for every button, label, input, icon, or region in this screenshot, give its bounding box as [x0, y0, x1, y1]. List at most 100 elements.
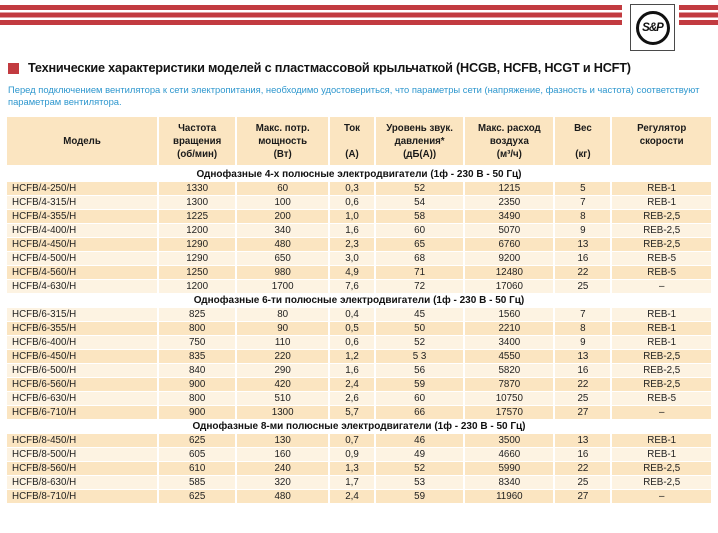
table-row: HCFB/4-250/H 1330 60 0,3 52 1215 5 REB-1 — [7, 182, 711, 196]
cell-current: 2,4 — [330, 378, 376, 392]
column-header-line: (кг) — [575, 149, 591, 160]
column-header-airflow: Макс. расход воздуха (м³/ч) — [465, 117, 556, 168]
cell-noise: 45 — [375, 308, 466, 322]
cell-power: 510 — [237, 392, 331, 406]
cell-airflow: 5990 — [465, 462, 556, 476]
cell-noise: 5 3 — [375, 350, 466, 364]
column-header-weight: Вес (кг) — [555, 117, 613, 168]
cell-regulator: REB-2,5 — [612, 364, 711, 378]
cell-noise: 72 — [375, 280, 466, 294]
cell-power: 90 — [237, 322, 331, 336]
cell-airflow: 10750 — [465, 392, 556, 406]
cell-regulator: – — [612, 406, 711, 420]
cell-rpm: 625 — [159, 490, 238, 504]
section-title-3: Однофазные 8-ми полюсные электродвигател… — [7, 420, 711, 434]
column-header-line: Уровень звук. — [386, 123, 453, 134]
cell-power: 1700 — [237, 280, 331, 294]
cell-rpm: 800 — [159, 392, 238, 406]
cell-rpm: 1290 — [159, 252, 238, 266]
cell-noise: 53 — [375, 476, 466, 490]
column-header-line: скорости — [639, 136, 684, 147]
cell-power: 160 — [237, 448, 331, 462]
cell-rpm: 825 — [159, 308, 238, 322]
table-row: HCFB/6-710/H 900 1300 5,7 66 17570 27– — [7, 406, 711, 420]
cell-regulator: REB-1 — [612, 196, 711, 210]
cell-regulator: REB-1 — [612, 434, 711, 448]
intro-note: Перед подключением вентилятора к сети эл… — [8, 84, 700, 107]
cell-noise: 60 — [375, 224, 466, 238]
cell-current: 1,7 — [330, 476, 376, 490]
cell-power: 480 — [237, 238, 331, 252]
cell-weight: 7 — [555, 196, 613, 210]
cell-regulator: REB-2,5 — [612, 476, 711, 490]
cell-regulator: REB-1 — [612, 182, 711, 196]
column-header-line: (дБ(А)) — [403, 149, 437, 160]
cell-model: HCFB/6-400/H — [7, 336, 160, 350]
cell-power: 240 — [237, 462, 331, 476]
brand-stripes-right — [679, 5, 718, 25]
cell-airflow: 11960 — [465, 490, 556, 504]
cell-airflow: 1560 — [465, 308, 556, 322]
cell-weight: 16 — [555, 364, 613, 378]
cell-weight: 27 — [555, 490, 613, 504]
cell-noise: 54 — [375, 196, 466, 210]
table-row: HCFB/6-315/H 825 80 0,4 45 1560 7 REB-1 — [7, 308, 711, 322]
cell-noise: 46 — [375, 434, 466, 448]
column-header-line: Вес — [574, 123, 592, 134]
cell-regulator: REB-2,5 — [612, 350, 711, 364]
cell-current: 3,0 — [330, 252, 376, 266]
cell-power: 200 — [237, 210, 331, 224]
cell-weight: 7 — [555, 308, 613, 322]
table-row: HCFB/8-450/H 625 130 0,7 46 3500 13 REB-1 — [7, 434, 711, 448]
cell-power: 130 — [237, 434, 331, 448]
cell-model: HCFB/8-500/H — [7, 448, 160, 462]
cell-rpm: 1200 — [159, 280, 238, 294]
column-header-line: Ток — [343, 123, 361, 134]
cell-power: 290 — [237, 364, 331, 378]
cell-rpm: 1300 — [159, 196, 238, 210]
cell-current: 1,0 — [330, 210, 376, 224]
cell-rpm: 585 — [159, 476, 238, 490]
cell-power: 480 — [237, 490, 331, 504]
column-header-line — [331, 135, 373, 148]
table-header-row: Модель Частота вращения (об/мин) Макс. потр.… — [7, 117, 711, 168]
cell-weight: 25 — [555, 392, 613, 406]
cell-noise: 60 — [375, 392, 466, 406]
cell-current: 0,6 — [330, 196, 376, 210]
table-row: HCFB/4-450/H 1290 480 2,3 65 6760 13 REB-2,5 — [7, 238, 711, 252]
cell-power: 80 — [237, 308, 331, 322]
table-row: HCFB/4-400/H 1200 340 1,6 60 5070 9 REB-2,5 — [7, 224, 711, 238]
table-row: HCFB/4-630/H 1200 1700 7,6 72 17060 25– — [7, 280, 711, 294]
cell-model: HCFB/6-630/H — [7, 392, 160, 406]
table-row: HCFB/8-710/H 625 480 2,4 59 11960 27– — [7, 490, 711, 504]
cell-noise: 50 — [375, 322, 466, 336]
cell-model: HCFB/6-355/H — [7, 322, 160, 336]
column-header-line: (Вт) — [273, 149, 292, 160]
cell-rpm: 835 — [159, 350, 238, 364]
cell-airflow: 3500 — [465, 434, 556, 448]
cell-current: 5,7 — [330, 406, 376, 420]
cell-rpm: 1330 — [159, 182, 238, 196]
cell-rpm: 1250 — [159, 266, 238, 280]
cell-rpm: 750 — [159, 336, 238, 350]
cell-model: HCFB/6-560/H — [7, 378, 160, 392]
cell-current: 0,3 — [330, 182, 376, 196]
cell-airflow: 9200 — [465, 252, 556, 266]
cell-power: 650 — [237, 252, 331, 266]
column-header-line: Макс. потр. — [255, 123, 310, 134]
cell-noise: 49 — [375, 448, 466, 462]
section-title-2: Однофазные 6-ти полюсные электродвигател… — [7, 294, 711, 308]
column-header-noise: Уровень звук. давления* (дБ(А)) — [375, 117, 466, 168]
cell-regulator: REB-2,5 — [612, 238, 711, 252]
cell-regulator: REB-5 — [612, 392, 711, 406]
table-row: HCFB/6-450/H 835 220 1,2 5 3 4550 13 REB-2,5 — [7, 350, 711, 364]
cell-model: HCFB/6-450/H — [7, 350, 160, 364]
cell-regulator: REB-1 — [612, 308, 711, 322]
cell-rpm: 1290 — [159, 238, 238, 252]
table-row: HCFB/4-500/H 1290 650 3,0 68 9200 16 REB-5 — [7, 252, 711, 266]
cell-rpm: 610 — [159, 462, 238, 476]
cell-weight: 13 — [555, 434, 613, 448]
cell-power: 320 — [237, 476, 331, 490]
cell-model: HCFB/4-250/H — [7, 182, 160, 196]
cell-noise: 65 — [375, 238, 466, 252]
